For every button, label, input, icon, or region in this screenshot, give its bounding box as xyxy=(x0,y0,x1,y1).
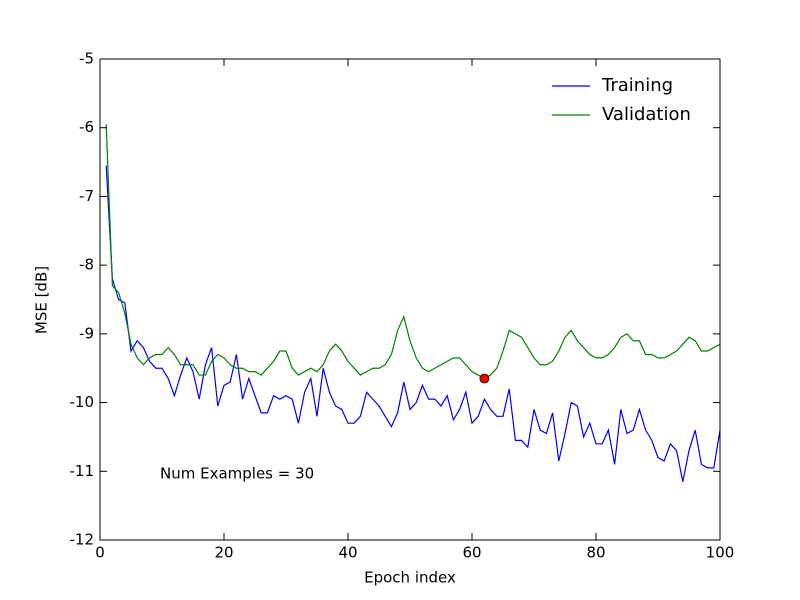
x-tick-label: 20 xyxy=(214,544,233,562)
plot-frame xyxy=(99,58,721,541)
y-tick-label: -6 xyxy=(79,118,94,136)
x-axis-label: Epoch index xyxy=(364,569,456,587)
series-line xyxy=(105,165,721,482)
legend-label: Training xyxy=(601,75,673,96)
highlight-point xyxy=(479,373,490,384)
y-tick-label: -5 xyxy=(79,50,94,68)
y-tick-label: -8 xyxy=(79,256,94,274)
annotation: Num Examples = 30 xyxy=(160,465,314,483)
y-axis-label: MSE [dB] xyxy=(33,266,51,334)
x-tick-label: 0 xyxy=(95,544,105,562)
legend-label: Validation xyxy=(602,104,691,125)
x-tick-label: 60 xyxy=(462,544,481,562)
x-tick-label: 40 xyxy=(338,544,357,562)
y-tick-label: -7 xyxy=(79,187,94,205)
series-line xyxy=(105,124,721,380)
x-tick-label: 100 xyxy=(706,544,735,562)
x-tick-label: 80 xyxy=(586,544,605,562)
y-tick-label: -9 xyxy=(79,324,94,342)
y-tick-label: -12 xyxy=(70,531,95,549)
y-tick-label: -11 xyxy=(70,462,95,480)
y-tick-label: -10 xyxy=(70,393,95,411)
